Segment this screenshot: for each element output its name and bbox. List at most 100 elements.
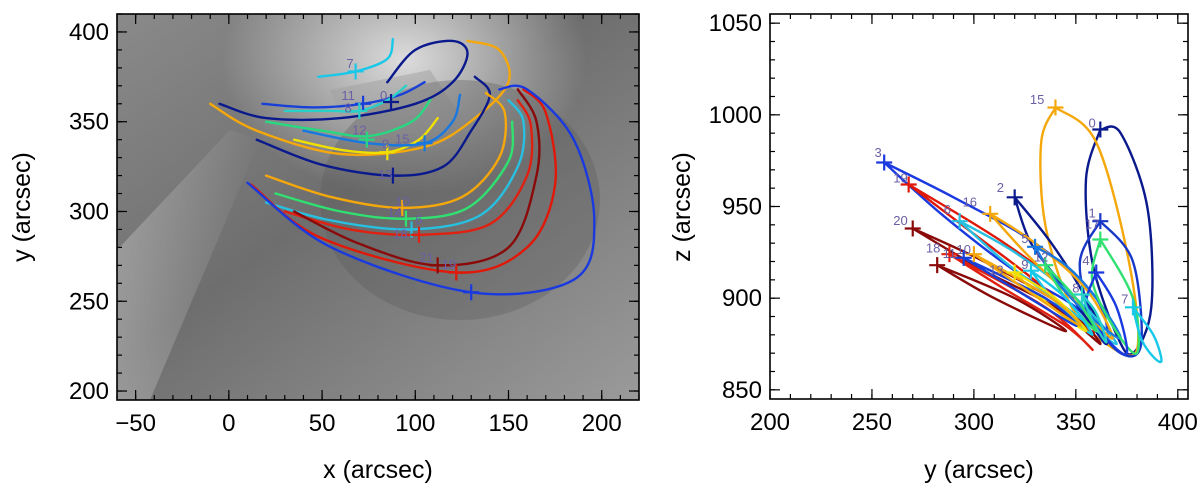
left-marker-14 bbox=[397, 210, 414, 227]
left-label-10: 10 bbox=[395, 194, 409, 209]
right-label-9: 9 bbox=[1021, 257, 1028, 272]
right-label-0: 0 bbox=[1089, 116, 1096, 131]
left-loop-darkred bbox=[292, 88, 541, 267]
right-label-18: 18 bbox=[926, 240, 940, 255]
right-label-19: 19 bbox=[893, 171, 907, 186]
right-marker-6 bbox=[951, 213, 968, 230]
left-x-tick-label: −50 bbox=[115, 410, 156, 437]
right-loop-8 bbox=[1080, 293, 1108, 344]
right-marker-5 bbox=[1027, 238, 1044, 255]
left-marker-11 bbox=[355, 95, 372, 112]
left-marker-red bbox=[448, 264, 465, 281]
right-label-3: 3 bbox=[874, 145, 881, 160]
left-x-tick-label: 100 bbox=[395, 410, 435, 437]
right-marker-16 bbox=[982, 205, 999, 222]
left-x-tick-label: 150 bbox=[488, 410, 528, 437]
right-marker-12 bbox=[1037, 257, 1054, 274]
right-marker-7 bbox=[1124, 299, 1141, 316]
left-loop-7 bbox=[317, 37, 395, 78]
right-x-tick-label: 300 bbox=[954, 409, 994, 436]
right-marker-4 bbox=[1088, 264, 1105, 281]
right-label-4: 4 bbox=[1082, 253, 1089, 268]
left-marker-darkred bbox=[429, 257, 446, 274]
right-marker-1 bbox=[1092, 213, 1109, 230]
left-loop-18 bbox=[283, 99, 534, 237]
left-y-tick-label: 350 bbox=[69, 109, 109, 136]
right-x-axis-title: y (arcsec) bbox=[924, 456, 1034, 484]
right-loop-12 bbox=[1044, 264, 1098, 333]
left-label-13: 13 bbox=[378, 167, 392, 182]
right-marker-0 bbox=[1092, 121, 1109, 138]
right-marker-8 bbox=[1073, 286, 1090, 303]
left-loop-14 bbox=[274, 120, 515, 220]
left-marker-9 bbox=[379, 144, 396, 161]
right-x-tick-label: 400 bbox=[1158, 409, 1198, 436]
left-marker-7 bbox=[347, 63, 364, 80]
left-marker-10 bbox=[394, 199, 411, 216]
right-marker-18 bbox=[941, 246, 958, 263]
right-marker-3 bbox=[876, 154, 893, 171]
left-marker-13 bbox=[384, 167, 401, 184]
left-loop-orange-top bbox=[209, 39, 511, 157]
left-marker-12 bbox=[358, 131, 375, 148]
left-y-tick-label: 300 bbox=[69, 198, 109, 225]
right-marker-20 bbox=[904, 220, 921, 237]
right-x-tick-label: 250 bbox=[852, 409, 892, 436]
left-label-12: 12 bbox=[352, 122, 366, 137]
left-label-7: 7 bbox=[346, 56, 353, 71]
right-label-8: 8 bbox=[1072, 281, 1079, 296]
right-label-20: 20 bbox=[893, 213, 907, 228]
right-label-10: 10 bbox=[956, 242, 970, 257]
right-label-1: 1 bbox=[1089, 206, 1096, 221]
left-y-tick-label: 200 bbox=[69, 378, 109, 405]
right-marker-21 bbox=[929, 257, 946, 274]
right-loop-21 bbox=[936, 264, 1067, 333]
left-label-11: 11 bbox=[341, 88, 355, 103]
right-marker-11 bbox=[955, 249, 972, 266]
left-loop-blue-big bbox=[246, 84, 596, 296]
right-marker-9 bbox=[1023, 262, 1039, 279]
right-loop-2 bbox=[1013, 196, 1109, 346]
right-loop-7 bbox=[1131, 306, 1163, 364]
right-label-13: 13 bbox=[989, 262, 1003, 277]
right-y-tick-label: 1050 bbox=[709, 10, 762, 37]
left-loop-12 bbox=[264, 99, 432, 138]
left-marker-18 bbox=[411, 226, 428, 243]
left-y-tick-label: 400 bbox=[69, 19, 109, 46]
right-marker-19 bbox=[900, 176, 917, 193]
right-y-tick-label: 900 bbox=[722, 285, 762, 312]
left-label-red: 19 bbox=[442, 257, 456, 272]
right-marker-15 bbox=[1047, 99, 1064, 116]
left-loop-6 bbox=[264, 99, 526, 231]
right-label-2: 2 bbox=[997, 180, 1004, 195]
right-marker-2 bbox=[1006, 189, 1023, 206]
right-y-axis-title: z (arcsec) bbox=[668, 152, 696, 262]
right-marker-10 bbox=[965, 246, 982, 263]
left-label-14: 14 bbox=[388, 205, 402, 220]
right-x-tick-label: 200 bbox=[750, 409, 790, 436]
left-loop-red bbox=[250, 88, 557, 274]
left-marker-0 bbox=[383, 93, 400, 110]
right-y-tick-label: 1000 bbox=[709, 102, 762, 129]
left-x-tick-label: 50 bbox=[309, 410, 336, 437]
left-x-axis-title: x (arcsec) bbox=[323, 456, 433, 484]
right-marker-17 bbox=[1092, 231, 1109, 248]
right-label-5: 5 bbox=[1021, 231, 1028, 246]
right-marker-13 bbox=[1006, 264, 1023, 281]
right-ticks: 200 250 300 350 400 850 900 9 5 0 1000 1050 bbox=[709, 10, 1198, 436]
right-curves bbox=[883, 106, 1163, 364]
right-loop-6 bbox=[958, 220, 1118, 346]
left-x-tick-label: 0 bbox=[222, 410, 235, 437]
left-label-0: 0 bbox=[380, 88, 387, 103]
left-loop-0 bbox=[218, 39, 469, 122]
left-marker-15 bbox=[416, 135, 433, 152]
right-y-tick-label: 850 bbox=[722, 377, 762, 404]
right-x-tick-label: 350 bbox=[1056, 409, 1096, 436]
left-label-9: 9 bbox=[382, 137, 389, 152]
